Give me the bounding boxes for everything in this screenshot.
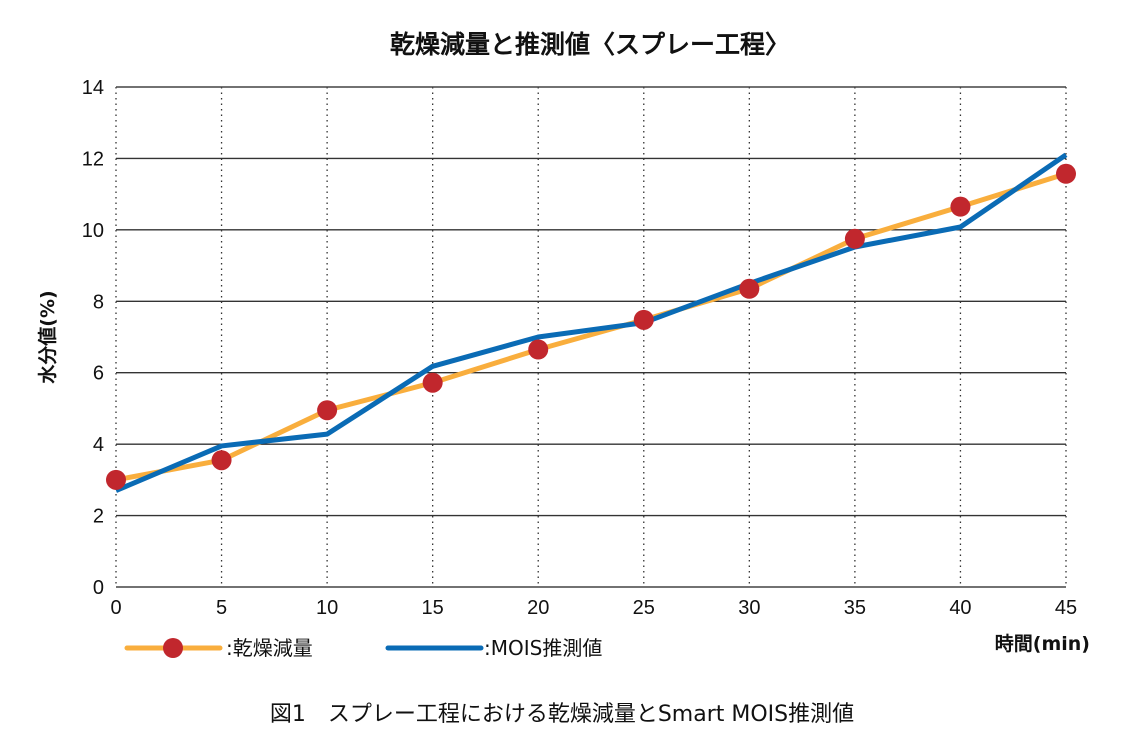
- series-line-dry-loss: [115, 171, 1067, 483]
- x-tick-label: 30: [738, 597, 760, 619]
- figure-caption: 図1 スプレー工程における乾燥減量とSmart MOIS推測値: [270, 702, 854, 727]
- y-tick-label: 14: [82, 77, 104, 99]
- legend: :乾燥減量 :MOIS推測値: [124, 636, 602, 660]
- y-axis-label: 水分値(%): [37, 290, 59, 383]
- x-axis-label: 時間(min): [995, 633, 1090, 655]
- x-tick-label: 10: [316, 597, 338, 619]
- data-point-dry-loss: [528, 339, 549, 360]
- x-tick-label: 40: [949, 597, 971, 619]
- legend-label-dry-loss: :乾燥減量: [226, 636, 313, 660]
- y-tick-label: 4: [93, 434, 104, 456]
- x-tick-label: 25: [633, 597, 655, 619]
- y-tick-label: 0: [93, 577, 104, 599]
- legend-marker-dry-loss: [163, 638, 183, 658]
- x-tick-label: 35: [844, 597, 866, 619]
- x-tick-label: 45: [1055, 597, 1077, 619]
- x-tick-label: 5: [216, 597, 227, 619]
- data-point-dry-loss: [633, 309, 654, 330]
- y-tick-label: 10: [82, 220, 104, 242]
- data-point-dry-loss: [211, 450, 232, 471]
- y-tick-label: 6: [93, 363, 104, 385]
- data-point-dry-loss: [844, 228, 865, 249]
- y-axis-ticks: 0 2 4 6 8 10 12 14: [82, 77, 104, 599]
- data-point-dry-loss: [422, 372, 443, 393]
- legend-label-mois: :MOIS推測値: [484, 636, 602, 660]
- legend-item-mois: :MOIS推測値: [385, 636, 602, 660]
- chart-title: 乾燥減量と推測値〈スプレー工程〉: [390, 30, 790, 59]
- legend-item-dry-loss: :乾燥減量: [124, 636, 313, 660]
- series-layer: [106, 152, 1076, 493]
- series-line-mois: [115, 152, 1068, 493]
- y-tick-label: 12: [82, 148, 104, 170]
- data-point-dry-loss: [106, 469, 126, 490]
- data-point-dry-loss: [317, 400, 338, 421]
- data-point-dry-loss: [1056, 163, 1076, 184]
- x-axis-ticks: 0 5 10 15 20 25 30 35 40 45: [110, 597, 1077, 619]
- x-tick-label: 0: [110, 597, 121, 619]
- data-point-dry-loss: [950, 196, 971, 217]
- data-point-dry-loss: [739, 278, 760, 299]
- y-tick-label: 2: [93, 506, 104, 528]
- y-tick-label: 8: [93, 291, 104, 313]
- x-tick-label: 20: [527, 597, 549, 619]
- x-tick-label: 15: [422, 597, 444, 619]
